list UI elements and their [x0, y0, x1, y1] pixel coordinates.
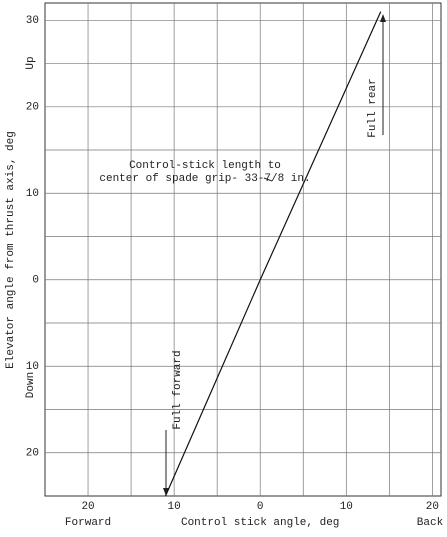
x-tick-label: 20 [426, 501, 439, 513]
y-tick-label: 20 [26, 102, 39, 114]
full-forward-label: Full forward [172, 350, 184, 429]
y-tick-label: 30 [26, 15, 39, 27]
y-tick-label: 10 [26, 361, 39, 373]
annotation-arrow [263, 177, 273, 182]
x-tick-label: 10 [340, 501, 353, 513]
plot-frame [44, 2, 442, 497]
annotation: center of spade grip- 33-7/8 in. [99, 173, 310, 185]
full-rear-label: Full rear [367, 78, 379, 137]
x-tick-label: 10 [168, 501, 181, 513]
y-axis-label: Elevator angle from thrust axis, deg [5, 131, 17, 369]
x-left-label: Forward [65, 517, 111, 529]
annotation: Control-stick length to [129, 160, 281, 172]
x-tick-label: 20 [81, 501, 94, 513]
y-bottom-label: Down [25, 372, 37, 398]
x-right-label: Back [417, 517, 444, 529]
x-axis-label: Control stick angle, deg [181, 517, 339, 529]
y-tick-label: 0 [32, 275, 39, 287]
y-tick-label: 20 [26, 448, 39, 460]
y-tick-label: 10 [26, 188, 39, 200]
x-tick-label: 0 [257, 501, 264, 513]
y-top-label: Up [25, 56, 37, 69]
data-line [164, 11, 382, 497]
